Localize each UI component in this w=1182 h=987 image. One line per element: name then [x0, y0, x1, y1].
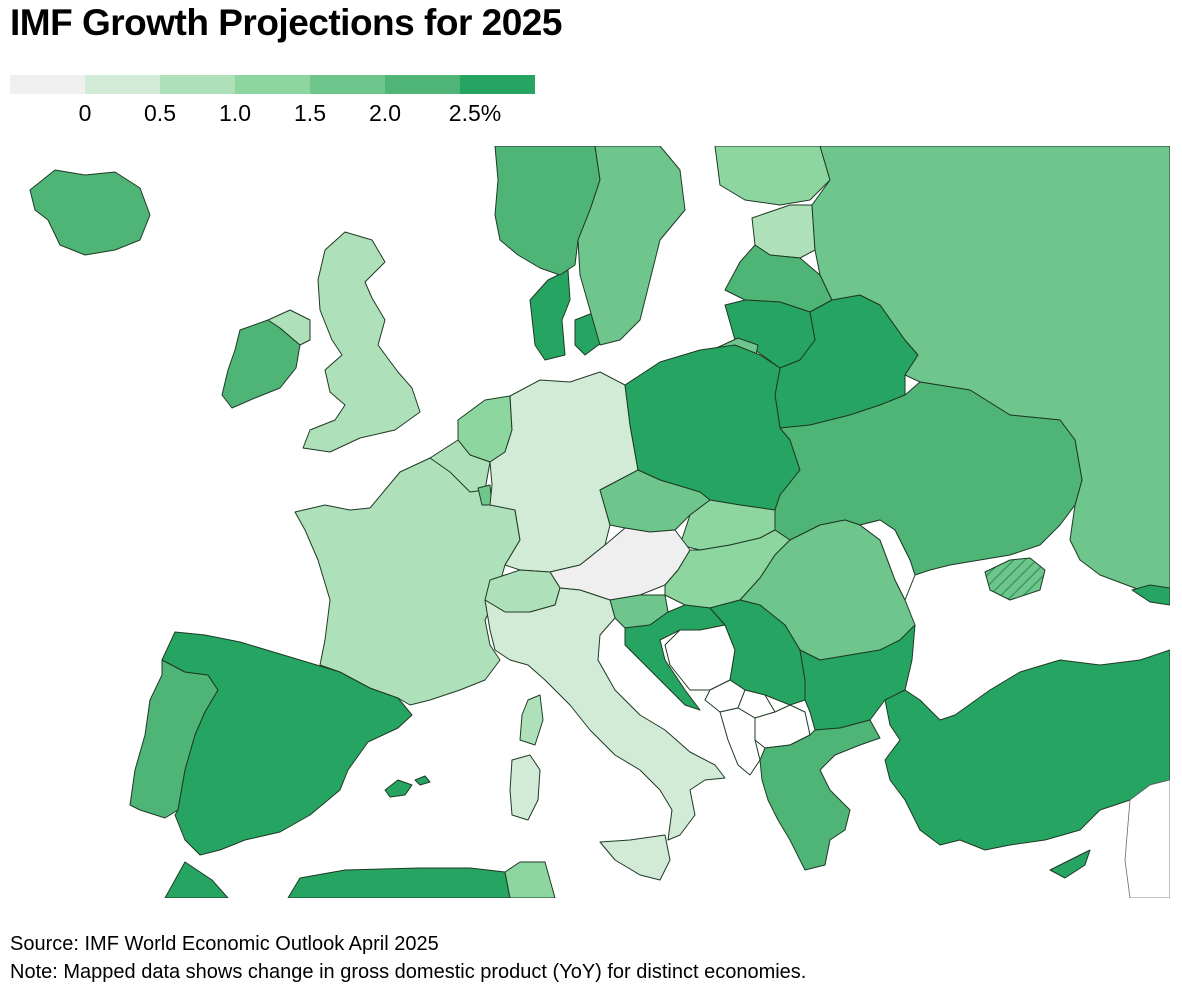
legend-swatch-4 [310, 75, 385, 94]
region-albania [719, 707, 761, 776]
region-tunisia [504, 861, 556, 899]
legend-tick-4: 2.0 [369, 100, 401, 126]
region-finland [714, 145, 831, 206]
legend-swatches [10, 75, 540, 94]
region-cyprus [1049, 849, 1091, 879]
region-algeria [287, 867, 511, 899]
color-legend: 0 0.5 1.0 1.5 2.0 2.5% [10, 75, 540, 135]
region-greece [759, 719, 881, 871]
legend-tick-5: 2.5% [448, 100, 502, 126]
region-turkey [884, 649, 1171, 851]
region-georgia [1131, 584, 1171, 606]
chart-title: IMF Growth Projections for 2025 [10, 2, 562, 43]
region-croatia [624, 604, 726, 711]
region-morocco [164, 861, 229, 899]
legend-swatch-3 [235, 75, 310, 94]
legend-swatch-0 [10, 75, 85, 94]
legend-ticks: 0 0.5 1.0 1.5 2.0 2.5% [10, 100, 540, 130]
europe-map [0, 145, 1171, 899]
region-serbia [709, 599, 806, 706]
legend-swatch-1 [85, 75, 160, 94]
legend-tick-3: 1.5 [294, 100, 326, 126]
region-corsica [519, 694, 544, 746]
source-note: Source: IMF World Economic Outlook April… [10, 933, 439, 955]
legend-swatch-6 [460, 75, 535, 94]
region-balearic [384, 775, 431, 798]
region-sicily [599, 834, 671, 881]
legend-tick-1: 0.5 [144, 100, 176, 126]
chart-footer: Source: IMF World Economic Outlook April… [10, 930, 806, 986]
region-sweden [577, 145, 686, 346]
legend-swatch-5 [385, 75, 460, 94]
region-moldova [859, 519, 916, 601]
region-iceland [29, 169, 151, 256]
region-sardinia [509, 754, 541, 821]
region-france [294, 457, 521, 706]
legend-tick-0: 0 [78, 100, 92, 126]
region-united-kingdom [302, 231, 421, 453]
region-crimea [984, 557, 1046, 601]
legend-swatch-2 [160, 75, 235, 94]
legend-tick-2: 1.0 [219, 100, 251, 126]
region-northern-ireland [267, 309, 311, 346]
data-note: Note: Mapped data shows change in gross … [10, 961, 807, 983]
region-italy [484, 587, 726, 841]
region-belgium [429, 439, 491, 493]
map-svg [29, 145, 1171, 899]
